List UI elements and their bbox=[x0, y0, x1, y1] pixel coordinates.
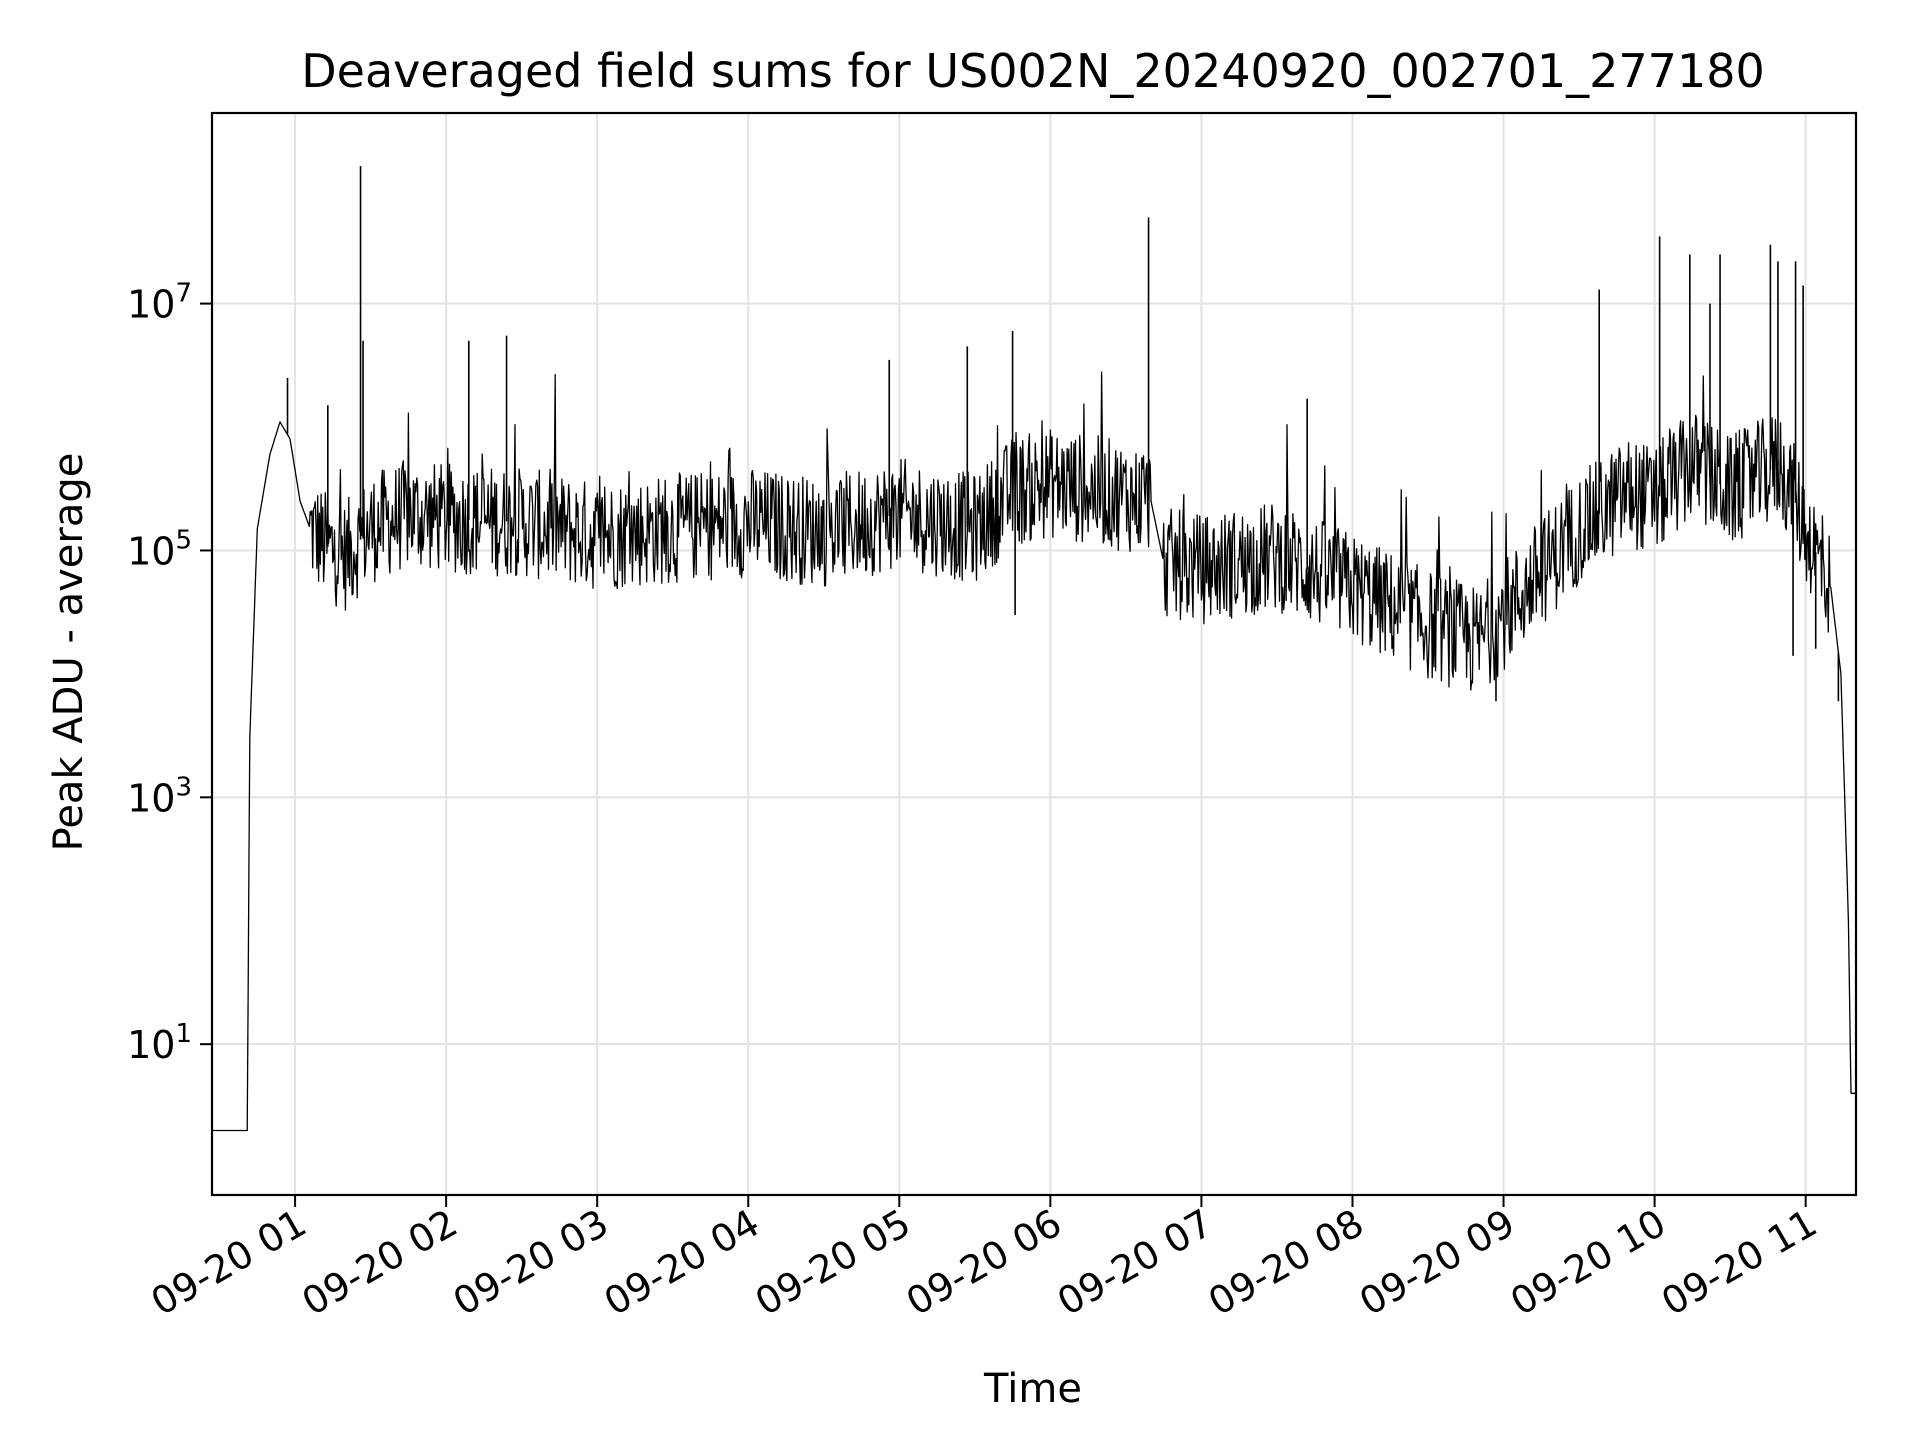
y-tick-label: 105 bbox=[127, 525, 192, 573]
plot-frame bbox=[210, 111, 1858, 1197]
plot-area bbox=[212, 166, 1856, 1132]
x-axis-label: Time bbox=[983, 1366, 1082, 1412]
y-tick-label: 103 bbox=[127, 772, 192, 820]
y-axis-label: Peak ADU - average bbox=[46, 453, 92, 852]
series-line bbox=[212, 371, 1856, 1132]
y-tick-label: 101 bbox=[127, 1019, 192, 1067]
grid bbox=[212, 113, 1856, 1195]
y-tick-label: 107 bbox=[127, 279, 192, 327]
chart-title: Deaveraged field sums for US002N_2024092… bbox=[301, 44, 1765, 98]
